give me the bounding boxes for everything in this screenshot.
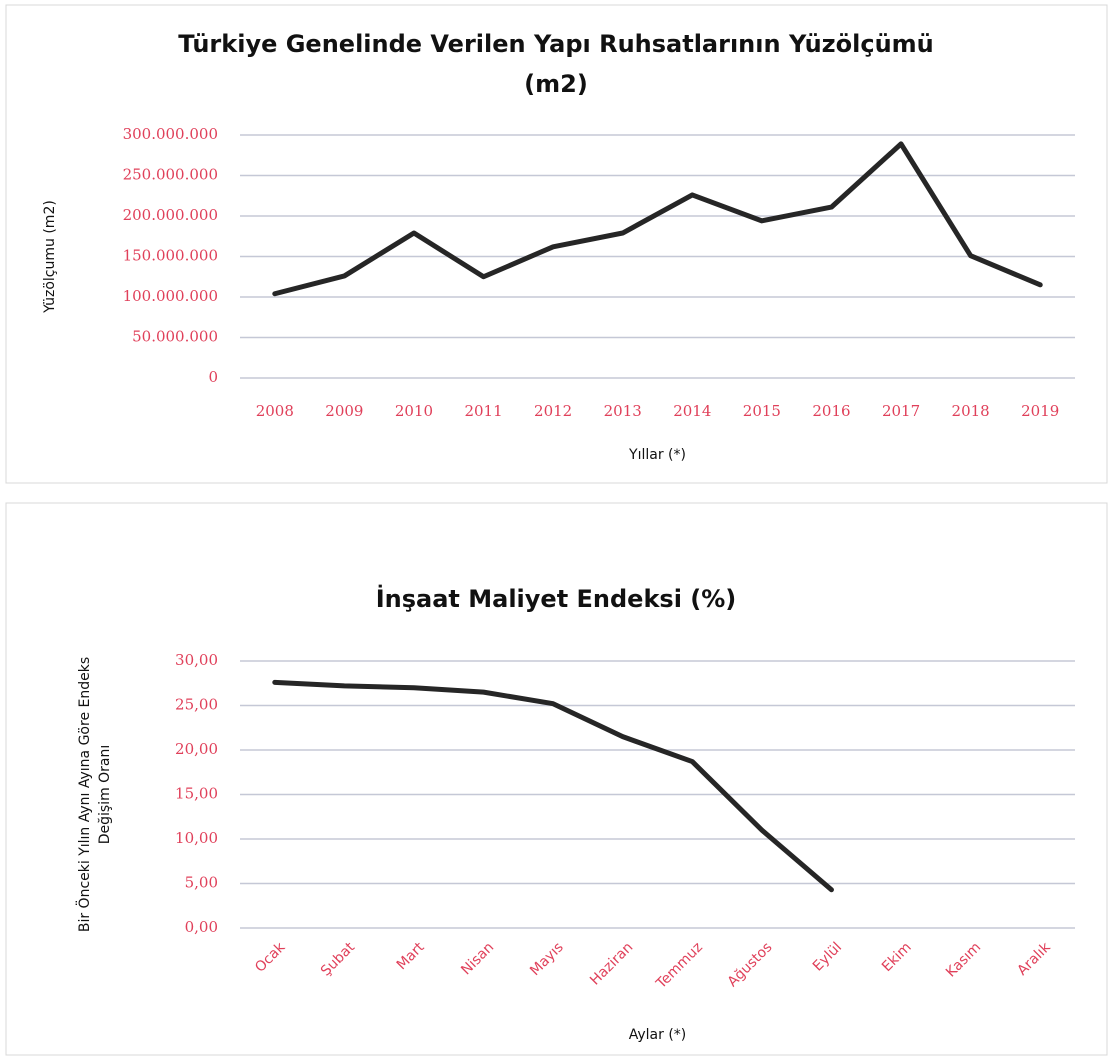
y-tick-label: 10,00 (175, 829, 218, 847)
x-tick-label: Eylül (810, 939, 845, 974)
y-tick-label: 200.000.000 (123, 206, 218, 224)
chart-title: Türkiye Genelinde Verilen Yapı Ruhsatlar… (178, 30, 934, 58)
chart-title: İnşaat Maliyet Endeksi (%) (376, 584, 737, 613)
x-tick-label: 2014 (673, 402, 711, 420)
x-axis-label: Aylar (*) (629, 1027, 687, 1043)
y-tick-label: 25,00 (175, 696, 218, 714)
x-tick-label: Ağustos (725, 939, 776, 990)
x-tick-label: Nisan (458, 939, 497, 978)
x-tick-label: Mayıs (527, 939, 567, 979)
y-tick-label: 0 (208, 368, 218, 386)
data-line (272, 141, 1043, 297)
y-tick-label: 15,00 (175, 785, 218, 803)
y-axis-label: Değişim Oranı (97, 745, 113, 845)
y-tick-label: 250.000.000 (123, 166, 218, 184)
x-tick-label: 2019 (1021, 402, 1059, 420)
x-tick-label: Haziran (587, 939, 636, 988)
y-tick-label: 0,00 (185, 918, 218, 936)
x-tick-label: 2011 (464, 402, 502, 420)
chart-frame (5, 502, 1108, 1056)
y-tick-label: 100.000.000 (123, 287, 218, 305)
x-tick-label: Aralık (1014, 939, 1054, 979)
x-tick-label: Kasım (943, 939, 984, 980)
x-tick-label: 2008 (256, 402, 294, 420)
x-tick-label: Ekim (879, 939, 915, 975)
y-tick-label: 150.000.000 (123, 247, 218, 265)
x-tick-label: Ocak (252, 939, 289, 976)
y-tick-label: 20,00 (175, 740, 218, 758)
chart-title: (m2) (524, 70, 588, 98)
x-tick-label: 2017 (882, 402, 920, 420)
x-tick-label: 2012 (534, 402, 572, 420)
x-tick-label: 2018 (952, 402, 990, 420)
chart-frame (5, 4, 1108, 484)
x-tick-label: 2013 (604, 402, 642, 420)
x-tick-label: Şubat (318, 939, 358, 979)
x-axis-label: Yıllar (*) (628, 447, 686, 463)
y-axis-label: Yüzölçumu (m2) (42, 200, 58, 314)
x-tick-label: Temmuz (653, 939, 706, 992)
y-tick-label: 300.000.000 (123, 125, 218, 143)
data-line (272, 679, 834, 893)
x-tick-label: 2015 (743, 402, 781, 420)
y-tick-label: 30,00 (175, 651, 218, 669)
x-tick-label: 2009 (325, 402, 363, 420)
x-tick-label: 2010 (395, 402, 433, 420)
y-tick-label: 5,00 (185, 874, 218, 892)
x-tick-label: 2016 (812, 402, 850, 420)
y-axis-label: Bir Önceki Yılın Aynı Ayına Göre Endeks (75, 657, 93, 932)
y-tick-label: 50.000.000 (132, 328, 218, 346)
x-tick-label: Mart (394, 939, 428, 973)
